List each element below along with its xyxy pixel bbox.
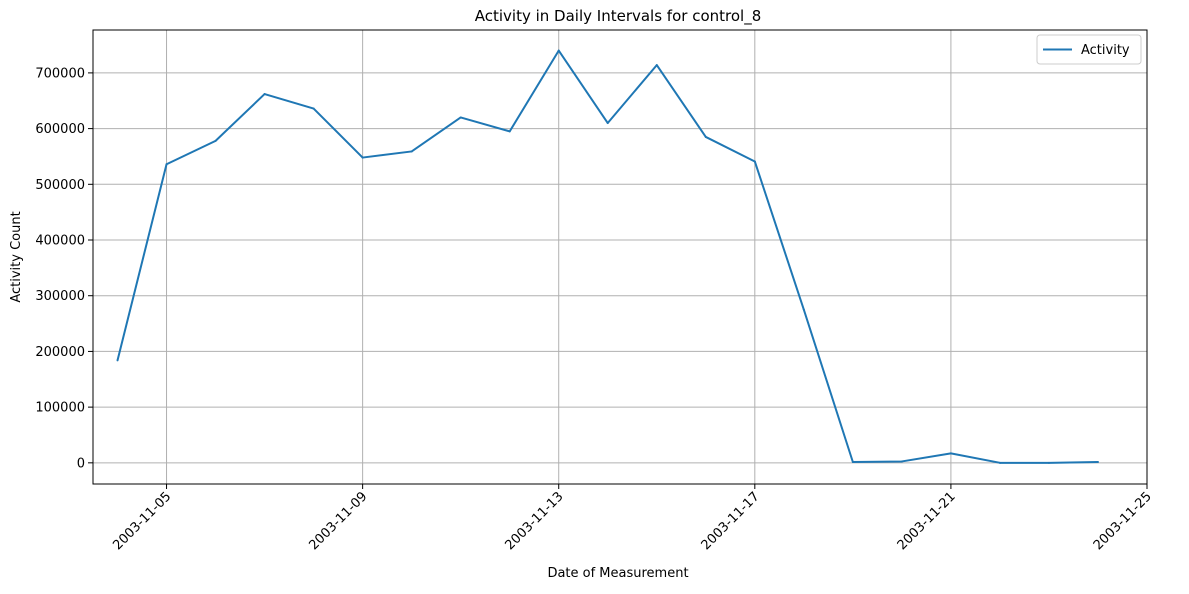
- y-tick-label: 700000: [35, 66, 85, 81]
- data-point: [802, 308, 805, 311]
- data-point: [410, 150, 413, 153]
- chart-title: Activity in Daily Intervals for control_…: [475, 7, 762, 26]
- data-point: [753, 160, 756, 163]
- y-tick-label: 400000: [35, 234, 85, 249]
- data-point: [606, 122, 609, 125]
- x-tick-label: 2003-11-21: [895, 489, 959, 553]
- y-tick-label: 300000: [35, 289, 85, 304]
- y-tick-label: 100000: [35, 401, 85, 416]
- y-tick-label: 600000: [35, 122, 85, 137]
- x-tick-label: 2003-11-25: [1091, 489, 1155, 553]
- data-point: [998, 461, 1001, 464]
- x-axis-title: Date of Measurement: [547, 566, 688, 581]
- x-tick-label: 2003-11-13: [503, 489, 567, 553]
- data-point: [263, 93, 266, 96]
- grid: [93, 30, 1148, 484]
- data-point: [900, 460, 903, 463]
- data-point: [459, 116, 462, 119]
- data-point: [165, 163, 168, 166]
- data-point: [851, 460, 854, 463]
- data-point: [949, 452, 952, 455]
- data-point: [557, 49, 560, 52]
- data-point: [214, 139, 217, 142]
- x-tick-label: 2003-11-17: [699, 489, 763, 553]
- data-point: [116, 359, 119, 362]
- y-axis-title: Activity Count: [9, 211, 24, 302]
- data-point: [508, 130, 511, 133]
- data-point: [1096, 460, 1099, 463]
- y-axis: 0 100000 200000 300000 400000 500000 600000 700…: [35, 66, 93, 471]
- legend-box: [1036, 34, 1142, 65]
- x-tick-label: 2003-11-09: [306, 489, 370, 553]
- y-tick-label: 500000: [35, 178, 85, 193]
- y-tick-label: 200000: [35, 345, 85, 360]
- x-axis: 2003-11-05 2003-11-09 2003-11-13 2003-11-17…: [110, 484, 1155, 553]
- data-point: [704, 135, 707, 138]
- series-layer: [116, 49, 1099, 464]
- legend: Activity: [1036, 34, 1142, 65]
- legend-label: Activity: [1081, 43, 1130, 58]
- data-point: [655, 64, 658, 67]
- plot-frame: [92, 29, 1148, 485]
- data-point: [1047, 461, 1050, 464]
- data-point: [312, 107, 315, 110]
- data-point: [361, 156, 364, 159]
- y-tick-label: 0: [77, 456, 85, 471]
- x-tick-label: 2003-11-05: [110, 489, 174, 553]
